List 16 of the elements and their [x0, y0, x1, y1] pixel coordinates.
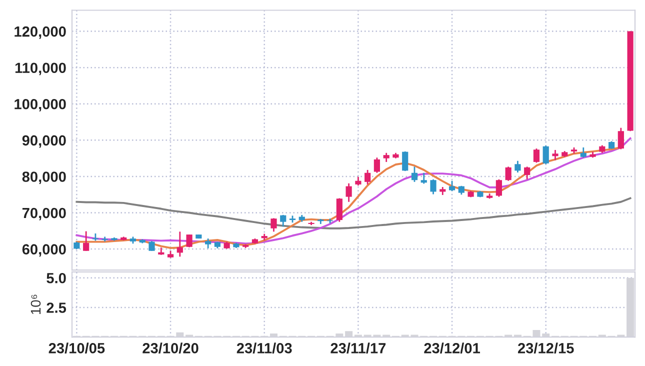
y-tick-label: 60,000 — [22, 244, 66, 257]
x-tick-label: 23/11/17 — [330, 342, 386, 354]
y-tick-label: 70,000 — [22, 208, 66, 220]
y-tick-label: 100,000 — [14, 98, 66, 112]
y-tick-label: 110,000 — [15, 62, 66, 76]
y-tick-label: 80,000 — [22, 172, 66, 184]
y-tick-label: 2.5 — [46, 302, 66, 313]
x-tick-label: 23/12/01 — [424, 342, 480, 354]
x-tick-label: 23/10/05 — [48, 342, 105, 354]
y-tick-label: 90,000 — [22, 135, 66, 148]
y-tick-label: 5.0 — [46, 272, 66, 284]
y-axis-title: 10⁶ — [30, 294, 41, 314]
y-tick-label: 120,000 — [14, 26, 66, 39]
x-tick-label: 23/10/20 — [142, 342, 198, 354]
x-tick-label: 23/12/15 — [518, 342, 574, 354]
x-tick-label: 23/11/03 — [236, 342, 292, 354]
